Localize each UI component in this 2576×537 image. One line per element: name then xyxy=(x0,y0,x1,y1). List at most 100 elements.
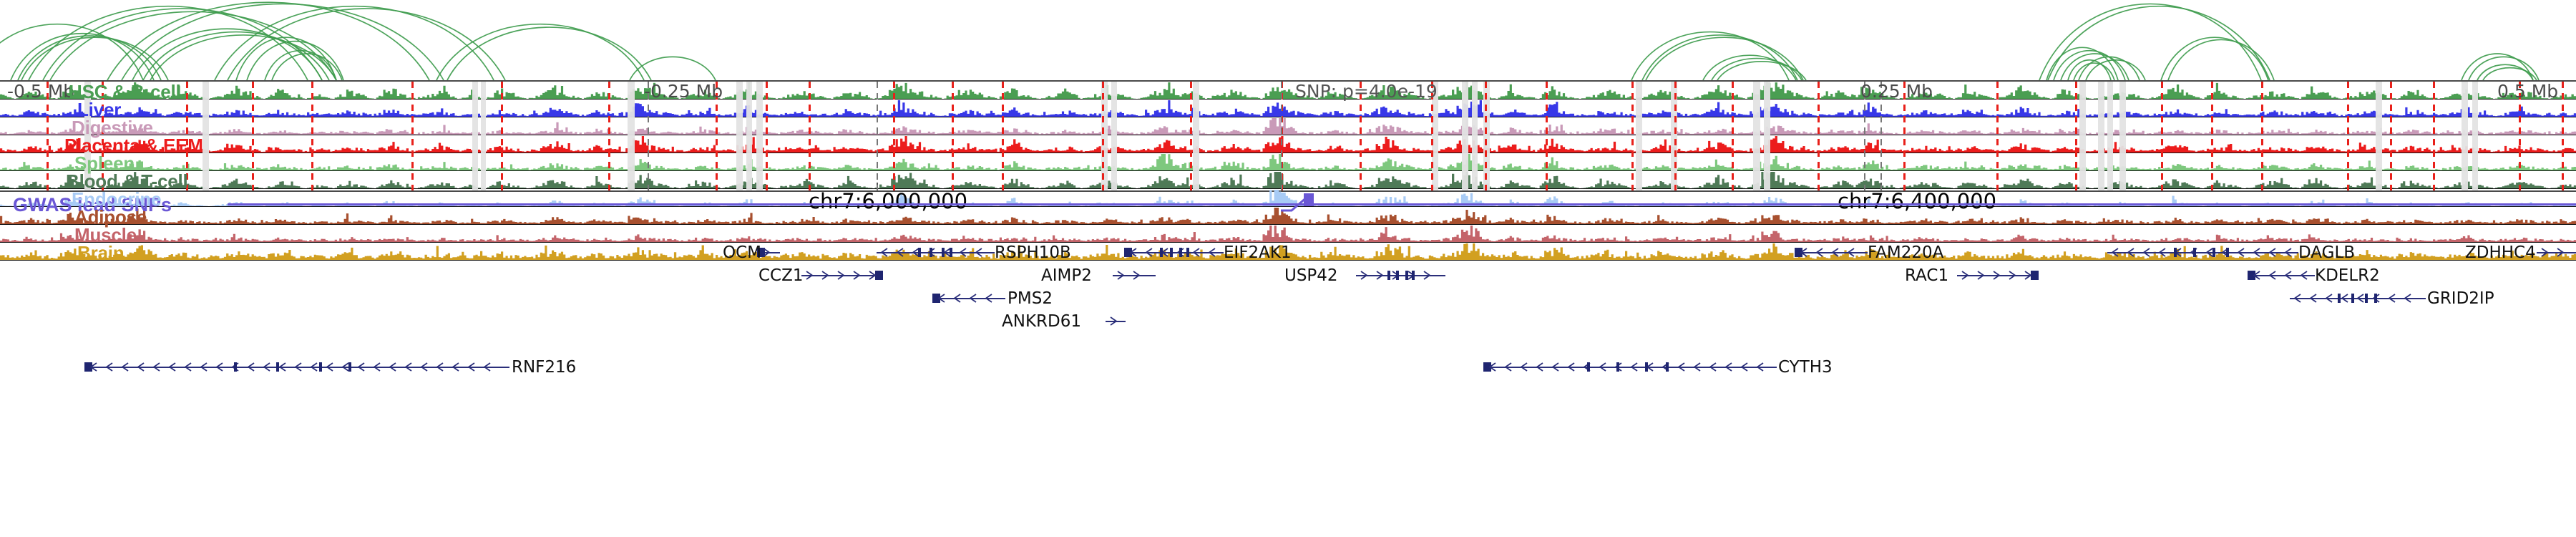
gene-label: RAC1 xyxy=(1905,266,1949,285)
signal-track-liver[interactable]: Liver xyxy=(0,100,2576,119)
signal-track-digestive[interactable]: Digestive xyxy=(0,117,2576,137)
coordinate-ruler: chr7:6,000,000 chr7:6,400,000 xyxy=(0,183,2576,226)
loop-arc xyxy=(235,37,337,80)
gene-strand-chevron xyxy=(954,294,961,303)
gene-strand-chevron xyxy=(2143,248,2150,257)
gene-strand-chevron xyxy=(2127,248,2135,257)
gene-strand-chevron xyxy=(2326,294,2333,303)
loop-arc xyxy=(10,32,155,80)
gene-strand-chevron xyxy=(311,362,318,372)
gene-strand-chevron xyxy=(869,271,877,280)
gene-strand-chevron xyxy=(2404,294,2411,303)
loop-arc xyxy=(214,5,494,80)
gene-strand-chevron xyxy=(122,362,129,372)
gene-strand-chevron xyxy=(2357,294,2364,303)
loop-arc xyxy=(1702,54,1797,80)
gene-strand-chevron xyxy=(975,248,982,257)
signal-track-adipose[interactable]: Adipose xyxy=(0,207,2576,226)
gene-exon xyxy=(1405,271,1408,280)
gene-row: PMS2 GRID2IP xyxy=(0,289,2576,308)
gene-tss-block xyxy=(757,248,765,257)
gene-exon xyxy=(2212,248,2215,257)
signal-track-muscle[interactable]: Muscle xyxy=(0,224,2576,246)
loop-arc xyxy=(132,28,323,80)
gene-tss-block xyxy=(84,362,92,372)
gene-body-line xyxy=(2107,252,2298,253)
gene-strand-chevron xyxy=(90,362,97,372)
gwas-lead-snp-marker[interactable] xyxy=(1304,193,1314,206)
gene-strand-chevron xyxy=(2310,294,2317,303)
gene-body-line xyxy=(2537,252,2576,253)
gene-strand-chevron xyxy=(970,294,977,303)
gene-exon xyxy=(1411,271,1415,280)
gene-strand-chevron xyxy=(1678,362,1685,372)
gene-strand-chevron xyxy=(1615,362,1622,372)
loop-arc xyxy=(121,3,444,80)
gene-exon xyxy=(1665,362,1669,372)
signal-track-spleen[interactable]: Spleen xyxy=(0,153,2576,173)
gene-body-line xyxy=(1796,252,1868,253)
chromatin-loop-arc-panel xyxy=(0,0,2576,80)
gene-exon xyxy=(1645,362,1649,372)
gene-strand-chevron xyxy=(985,294,992,303)
gene-strand-chevron xyxy=(137,362,145,372)
loop-arc xyxy=(2073,62,2115,80)
gene-strand-chevron xyxy=(452,362,459,372)
loop-arc xyxy=(49,11,337,80)
gene-strand-chevron xyxy=(944,248,951,257)
gene-strand-chevron xyxy=(2301,271,2308,280)
gene-strand-chevron xyxy=(1993,271,2001,280)
loop-arc xyxy=(2085,59,2146,80)
gene-exon xyxy=(2337,294,2341,303)
gene-exon xyxy=(930,248,933,257)
track-label-muscle: Muscle xyxy=(74,224,137,246)
gene-exon xyxy=(950,248,953,257)
gene-strand-chevron xyxy=(1146,248,1153,257)
signal-track-placenta-eem[interactable]: Placenta & EEM xyxy=(0,135,2576,155)
gene-body-line xyxy=(801,275,880,276)
loop-arc xyxy=(1631,31,1790,80)
gene-tss-block xyxy=(2248,271,2255,280)
gene-strand-chevron xyxy=(1757,362,1764,372)
gene-strand-chevron xyxy=(938,294,945,303)
gene-strand-chevron xyxy=(421,362,428,372)
gene-strand-chevron xyxy=(1423,271,1431,280)
gene-strand-chevron xyxy=(1133,271,1141,280)
loop-arc xyxy=(2461,53,2534,80)
loop-arc xyxy=(2047,6,2270,80)
gene-strand-chevron xyxy=(153,362,160,372)
signal-track-endocrine[interactable]: Endocrine xyxy=(0,189,2576,208)
gene-strand-chevron xyxy=(1631,362,1638,372)
gene-label: ZDHHC4 xyxy=(2465,243,2536,262)
loop-arc xyxy=(2046,47,2119,80)
gene-strand-chevron xyxy=(1376,271,1384,280)
gene-strand-chevron xyxy=(484,362,491,372)
loop-arc xyxy=(271,53,343,80)
loop-arc xyxy=(1641,34,1798,80)
gene-strand-chevron xyxy=(436,362,444,372)
gene-strand-chevron xyxy=(248,362,255,372)
gene-exon xyxy=(2174,248,2177,257)
loop-arc xyxy=(142,31,330,80)
gene-strand-chevron xyxy=(1977,271,1985,280)
signal-track-brain[interactable]: Brain xyxy=(0,243,2576,262)
gene-strand-chevron xyxy=(1709,362,1717,372)
signal-track-hsc-b-cell[interactable]: HSC & B-cell xyxy=(0,82,2576,101)
gene-tss-block xyxy=(932,294,940,303)
gene-label: DAGLB xyxy=(2298,243,2356,262)
gene-strand-chevron xyxy=(960,248,967,257)
gene-exon xyxy=(2373,294,2377,303)
loop-arc xyxy=(1711,57,1802,80)
gene-strand-chevron xyxy=(2009,271,2016,280)
gene-exon xyxy=(1179,248,1183,257)
gene-strand-chevron xyxy=(216,362,223,372)
gene-annotation-panel: OCM RSPH10B EIF2AK1 FAM220A DAGLB ZDHHC4 CCZ1 A… xyxy=(0,231,2576,537)
gene-strand-chevron xyxy=(2541,248,2549,257)
gene-tss-block xyxy=(1124,248,1132,257)
gene-strand-chevron xyxy=(1800,248,1807,257)
gene-strand-chevron xyxy=(912,248,919,257)
gene-strand-chevron xyxy=(1505,362,1512,372)
gene-strand-chevron xyxy=(2285,248,2292,257)
gene-row: CCZ1 AIMP2 USP42 RAC1 KDELR2 xyxy=(0,266,2576,285)
gene-label: OCM xyxy=(723,243,762,262)
